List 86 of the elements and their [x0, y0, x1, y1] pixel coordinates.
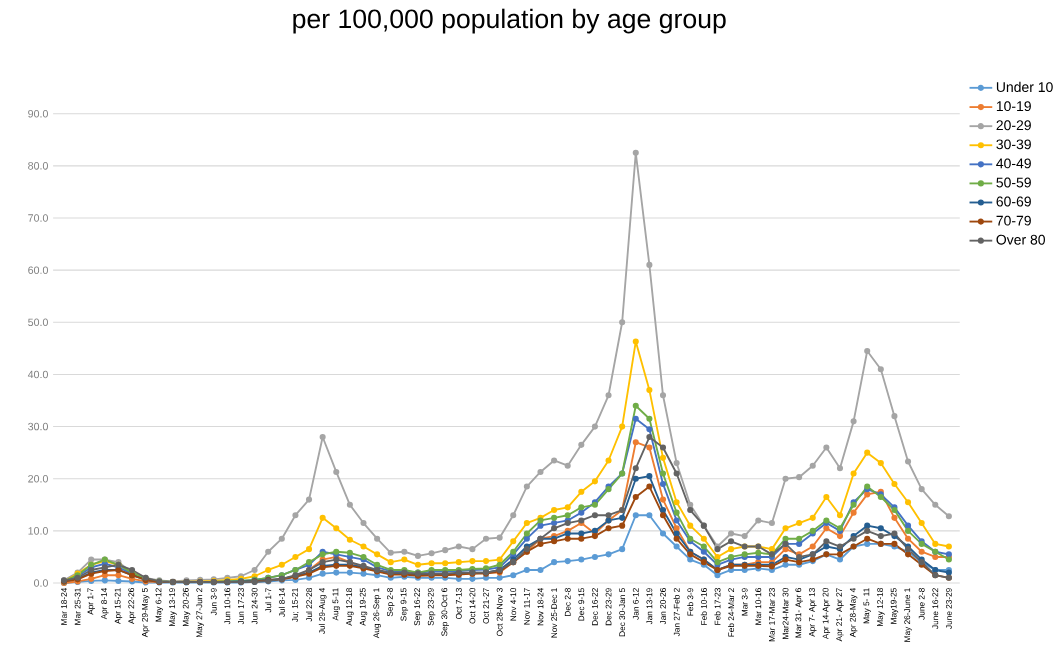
x-tick-label: Feb 10-16	[700, 588, 707, 625]
x-tick-label: Feb 3-9	[687, 588, 694, 616]
y-tick-label: 70.0	[28, 214, 48, 222]
x-tick-label: June 16-22	[932, 588, 939, 630]
y-tick-label: 40.0	[27, 370, 48, 379]
x-tick-label: Mar 25-31	[74, 588, 81, 625]
y-tick-label: 30.0	[28, 422, 48, 431]
legend-label: 50-59	[996, 177, 1031, 188]
x-tick-label: Jul 8-14	[278, 588, 285, 618]
x-tick-label: Sep 9-15	[400, 588, 409, 621]
x-tick-label: Aug 19-25	[359, 588, 368, 626]
x-tick-label: Sep 16-22	[414, 588, 422, 626]
x-tick-label: Jun 17-23	[238, 588, 244, 625]
x-tick-label: Jun 10-16	[224, 588, 231, 625]
x-tick-label: Oct 21-27	[483, 588, 489, 624]
x-tick-label: May 5- 11	[863, 588, 871, 624]
x-tick-label: May 13-19	[169, 588, 177, 627]
legend-label: Over 80	[996, 234, 1045, 245]
x-tick-label: Dec 30-Jan 5	[619, 588, 626, 637]
x-tick-label: Sep 30-Oct 6	[441, 588, 449, 637]
x-tick-label: Aug 12-18	[346, 588, 354, 626]
x-tick-label: Mar24-Mar 30	[782, 588, 789, 640]
x-tick-label: Mar 17-Mar 23	[768, 588, 775, 642]
x-tick-label: May 6-12	[155, 588, 164, 622]
x-tick-label: Oct 7-13	[455, 588, 462, 620]
y-tick-label: 80.0	[28, 162, 48, 170]
x-tick-label: Dec 16-22	[592, 588, 598, 626]
x-tick-label: Apr 21- Apr 27	[836, 588, 844, 642]
x-tick-label: Apr 14-Apr 20	[822, 588, 831, 640]
legend-label: 20-29	[996, 120, 1031, 131]
chart-title: per 100,000 population by age group	[293, 8, 726, 34]
x-tick-label: Jan 6-12	[632, 588, 639, 620]
x-tick-label: Oct 14-20	[469, 588, 476, 624]
x-tick-label: Mar 31- Apr 6	[795, 588, 803, 638]
x-tick-label: Jun 24-30	[251, 588, 258, 625]
x-tick-label: May 26-June 1	[904, 588, 912, 642]
x-tick-label: Dec 2-8	[564, 588, 571, 617]
x-tick-label: Jan 27-Feb 2	[673, 588, 680, 637]
x-tick-label: Nov 11-17	[523, 588, 530, 625]
x-tick-label: Jun 3-9	[210, 588, 217, 616]
y-tick-label: 50.0	[28, 318, 48, 327]
y-tick-label: 90.0	[28, 110, 48, 118]
x-tick-label: May 12-18	[877, 588, 885, 627]
x-tick-label: Ju; 15-21	[292, 588, 299, 623]
x-tick-label: Apr 1-7	[87, 588, 95, 615]
x-tick-label: Apr 8-14	[101, 588, 109, 620]
x-tick-label: Apr 15-21	[114, 588, 123, 625]
x-tick-label: Mar 10-16	[755, 588, 762, 625]
x-tick-label: May19-25	[890, 588, 899, 624]
x-tick-label: Jul 1-7	[265, 588, 272, 613]
y-tick-label: 60.0	[28, 266, 48, 275]
legend-label: Under 10	[996, 81, 1053, 93]
x-tick-label: Nov 25-Dec 1	[551, 588, 558, 638]
x-tick-label: Apr 22-26	[128, 588, 136, 625]
x-tick-label: Jan 13-19	[646, 588, 653, 625]
x-tick-label: Aug 5-11	[332, 588, 340, 621]
legend-label: 30-39	[996, 139, 1031, 150]
y-tick-label: 0.0	[34, 579, 48, 587]
x-tick-label: May 20-26	[182, 588, 191, 627]
x-tick-label: Nov 18-24	[537, 588, 544, 626]
x-tick-label: Oct 28-Nov 3	[496, 588, 503, 637]
x-tick-label: Feb 24-Mar 2	[728, 588, 735, 637]
y-tick-label: 20.0	[28, 475, 48, 483]
x-tick-label: May 27-Jun 2	[196, 588, 204, 638]
x-tick-label: Aug 26-Sep 1	[373, 588, 381, 639]
x-tick-label: Apr 7- Apr 13	[809, 588, 817, 637]
x-tick-label: Dec 23-29	[605, 588, 612, 626]
legend-label: 10-19	[996, 101, 1031, 112]
legend-label: 60-69	[996, 196, 1031, 207]
legend-label: 40-49	[996, 158, 1031, 169]
y-tick-label: 10.0	[28, 527, 48, 535]
x-tick-label: Mar 18-24	[61, 588, 67, 625]
x-tick-label: Jul 29-Aug 4	[318, 588, 327, 635]
x-tick-label: Nov 4-10	[510, 588, 517, 621]
x-tick-label: Apr 28-May 4	[849, 588, 858, 638]
x-tick-label: Sep 23-29	[427, 588, 436, 626]
x-tick-label: June 23-29	[945, 588, 952, 630]
x-tick-label: Sep 2-8	[386, 588, 395, 617]
x-tick-label: Apr 29-May 5	[141, 588, 150, 638]
x-tick-label: Jan 20-26	[660, 588, 666, 625]
x-tick-label: Mar 3-9	[741, 588, 748, 616]
x-tick-label: Jul 22-28	[306, 588, 313, 622]
legend-label: 70-79	[996, 215, 1031, 226]
x-tick-label: June 2-8	[918, 588, 925, 620]
x-tick-label: Feb 17-23	[714, 588, 721, 625]
x-tick-label: Dec 9-15	[578, 588, 585, 621]
